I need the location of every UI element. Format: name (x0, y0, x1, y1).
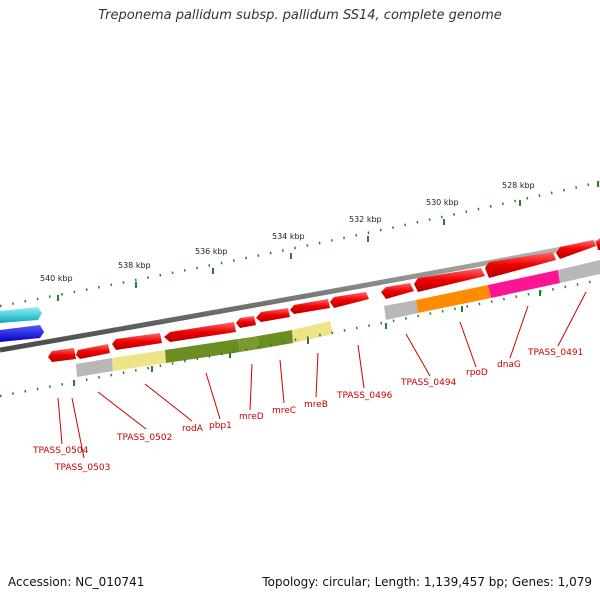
cog-magenta-1 (488, 270, 560, 298)
cds-TPASS_0496 (381, 283, 414, 299)
scale-label-534: 534 kbp (272, 232, 305, 241)
cds-pbp1 (236, 316, 256, 328)
gene-label-TPASS_0491: TPASS_0491 (527, 348, 583, 358)
gene-label-rodA: rodA (182, 424, 204, 434)
accession-text: Accession: NC_010741 (8, 575, 145, 589)
outer-scale-track (0, 180, 600, 308)
gene-label-mreB: mreB (304, 400, 328, 410)
gene-label-TPASS_0502: TPASS_0502 (116, 433, 172, 443)
cog-yellow-1 (112, 350, 166, 371)
cds-TPASS_0503 (76, 344, 110, 359)
genome-backbone (0, 239, 600, 353)
leader-lines (57, 291, 587, 459)
cog-grey-2 (384, 300, 418, 320)
gene-label-dnaG: dnaG (497, 360, 521, 370)
cyan-feature (0, 307, 42, 323)
cds-mreD (256, 308, 290, 322)
gene-label-pbp1: pbp1 (209, 421, 232, 431)
scale-label-536: 536 kbp (195, 247, 228, 256)
scale-label-532: 532 kbp (349, 215, 382, 224)
cds-rodA (164, 322, 236, 342)
cog-yellow-2 (292, 321, 333, 343)
gene-labels: TPASS_0504 TPASS_0503 TPASS_0502 rodA pb… (32, 348, 583, 473)
cog-olive-2 (238, 336, 259, 352)
cds-TPASS_0494 (414, 268, 485, 292)
gene-label-TPASS_0494: TPASS_0494 (400, 378, 457, 388)
topology-summary-text: Topology: circular; Length: 1,139,457 bp… (262, 575, 592, 589)
cds-TPASS_0502 (112, 333, 162, 350)
cog-orange-1 (416, 285, 491, 313)
scale-label-538: 538 kbp (118, 261, 151, 270)
cds-track (48, 238, 600, 362)
gene-label-mreD: mreD (239, 412, 264, 422)
cog-olive-3 (258, 330, 293, 349)
map-title: Treponema pallidum subsp. pallidum SS14,… (98, 8, 502, 23)
scale-labels: 540 kbp 538 kbp 536 kbp 534 kbp 532 kbp … (40, 181, 535, 283)
scale-label-528: 528 kbp (502, 181, 535, 190)
cog-grey-3 (558, 260, 600, 283)
blue-feature (0, 325, 44, 342)
cds-mreB (330, 292, 369, 308)
gene-label-TPASS_0503: TPASS_0503 (54, 463, 110, 473)
cds-TPASS_0491 (596, 238, 600, 250)
cds-TPASS_0504 (48, 348, 76, 362)
cog-olive-1 (165, 339, 240, 363)
inner-scale-track (0, 278, 600, 398)
cds-mreC (290, 299, 330, 314)
gene-label-mreC: mreC (272, 406, 296, 416)
cog-track (76, 260, 600, 377)
gene-label-rpoD: rpoD (466, 368, 488, 378)
gene-label-TPASS_0504: TPASS_0504 (32, 446, 89, 456)
gene-label-TPASS_0496: TPASS_0496 (336, 391, 393, 401)
scale-label-530: 530 kbp (426, 198, 459, 207)
scale-label-540: 540 kbp (40, 274, 73, 283)
cds-dnaG (556, 240, 596, 259)
cog-grey-1 (76, 358, 113, 377)
cds-rpoD (485, 252, 556, 278)
